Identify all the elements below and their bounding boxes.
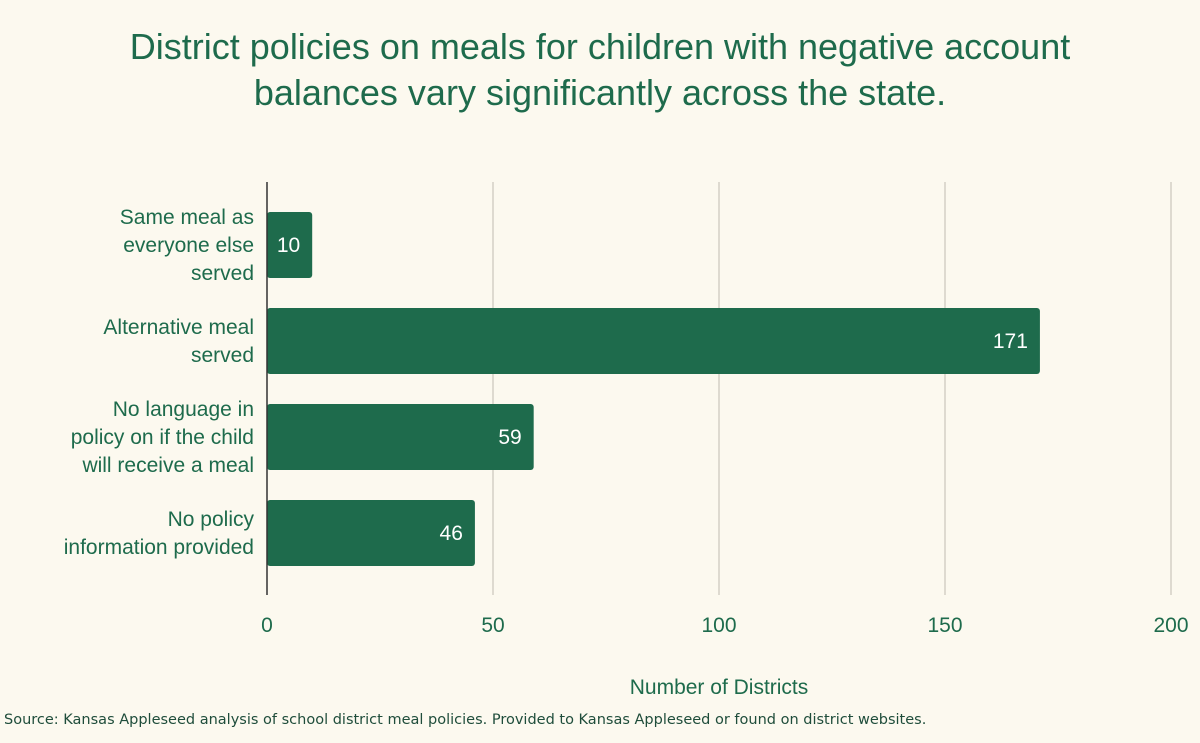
category-label-2-line-0: No language in — [113, 398, 254, 421]
source-note: Source: Kansas Appleseed analysis of sch… — [4, 712, 927, 728]
category-label-1: Alternative meal served — [103, 316, 254, 367]
chart-title-line-2: balances vary significantly across the s… — [253, 72, 947, 113]
bar-3 — [267, 500, 475, 566]
x-tick-label-150: 150 — [927, 614, 962, 637]
category-label-1-line-1: served — [191, 344, 254, 367]
category-label-0-line-0: Same meal as — [120, 206, 254, 229]
bar-data-label-2: 59 — [498, 426, 521, 449]
bar-1 — [267, 308, 1040, 374]
category-labels: Same meal as everyone else servedAlternati… — [64, 206, 255, 559]
category-label-0-line-1: everyone else — [123, 234, 254, 257]
category-label-3-line-0: No policy — [168, 508, 255, 531]
x-tick-label-200: 200 — [1153, 614, 1188, 637]
category-label-2: No language in policy on if the child will… — [71, 398, 254, 477]
bar-data-label-0: 10 — [277, 234, 300, 257]
category-label-0-line-2: served — [191, 262, 254, 285]
x-tick-labels: 0 50 100 150 200 — [261, 614, 1188, 637]
chart-title: District policies on meals for children … — [0, 24, 1200, 116]
bar-data-label-3: 46 — [440, 522, 463, 545]
bars: 10 171 59 46 — [267, 212, 1040, 566]
category-label-3: No policy information provided — [64, 508, 255, 559]
category-label-1-line-0: Alternative meal — [103, 316, 254, 339]
x-tick-label-100: 100 — [701, 614, 736, 637]
grid-lines — [492, 182, 1172, 595]
bar-data-label-1: 171 — [993, 330, 1028, 353]
chart-title-line-1: District policies on meals for children … — [129, 26, 1071, 67]
category-label-2-line-1: policy on if the child — [71, 426, 254, 449]
bar-0 — [267, 212, 313, 278]
category-label-3-line-1: information provided — [64, 536, 254, 559]
category-label-0: Same meal as everyone else served — [120, 206, 254, 285]
category-label-2-line-2: will receive a meal — [81, 454, 254, 477]
x-tick-label-0: 0 — [261, 614, 273, 637]
bar-2 — [267, 404, 534, 470]
x-tick-label-50: 50 — [481, 614, 504, 637]
x-axis-title: Number of Districts — [630, 676, 809, 699]
